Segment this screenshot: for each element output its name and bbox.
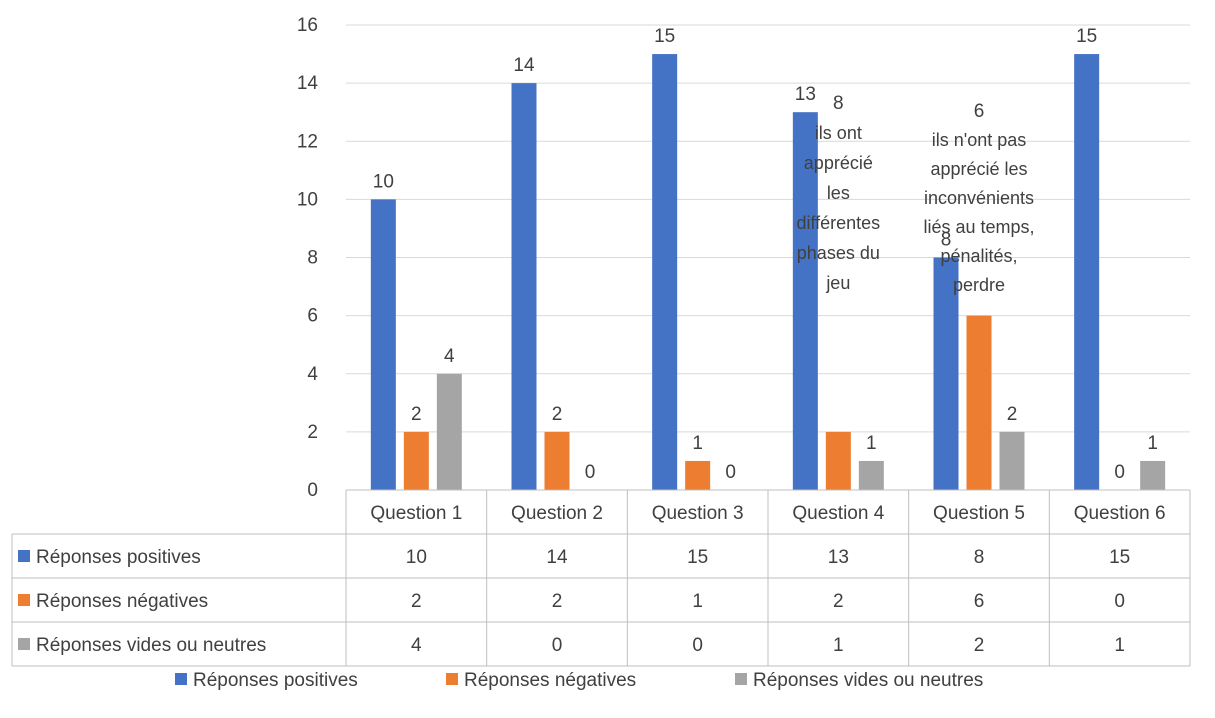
data-label: 0 (585, 462, 596, 483)
bar (933, 257, 959, 490)
table-cell: 2 (552, 591, 563, 612)
annotation-text: différentes (796, 213, 880, 233)
legend-label: Réponses positives (193, 670, 358, 691)
annotation-text: ils ont (815, 123, 862, 143)
table-cell: 0 (692, 635, 703, 656)
annotation-value: 6 (974, 101, 985, 122)
table-cell: 1 (1114, 635, 1125, 656)
table-cell: 10 (406, 547, 427, 568)
annotation-text: pénalités, (940, 246, 1017, 266)
table-cell: 2 (411, 591, 422, 612)
bar (825, 431, 851, 490)
bar (858, 460, 884, 490)
data-label: 15 (1076, 26, 1097, 47)
table-cell: 8 (974, 547, 985, 568)
table-cell: 15 (687, 547, 708, 568)
bar (1074, 54, 1100, 490)
y-tick-label: 4 (307, 364, 318, 385)
data-label: 15 (654, 26, 675, 47)
table-cell: 13 (828, 547, 849, 568)
bar (966, 315, 992, 490)
y-tick-label: 16 (297, 15, 318, 36)
table-cell: 2 (974, 635, 985, 656)
annotation-text: jeu (825, 273, 850, 293)
data-label: 14 (513, 55, 535, 76)
x-category-label: Question 1 (370, 503, 462, 524)
y-tick-label: 12 (297, 131, 318, 152)
annotation-text: liés au temps, (923, 217, 1034, 237)
y-tick-label: 2 (307, 422, 318, 443)
bar (436, 373, 462, 490)
data-label: 4 (444, 346, 455, 367)
legend-label: Réponses vides ou neutres (753, 670, 983, 691)
bar (370, 199, 396, 490)
data-label: 0 (1114, 462, 1125, 483)
bar (1140, 460, 1166, 490)
table-row-label: Réponses négatives (36, 591, 208, 612)
data-label: 10 (373, 171, 394, 192)
x-category-label: Question 3 (652, 503, 744, 524)
y-tick-label: 8 (307, 248, 318, 269)
bar (403, 431, 429, 490)
table-legend-key (18, 638, 30, 650)
annotation-text: apprécié les (930, 159, 1027, 179)
table-legend-key (18, 550, 30, 562)
x-category-label: Question 4 (792, 503, 884, 524)
table-cell: 1 (692, 591, 703, 612)
table-cell: 15 (1109, 547, 1130, 568)
legend-swatch (175, 673, 187, 685)
y-tick-label: 0 (307, 480, 318, 501)
annotation-text: les (827, 183, 850, 203)
legend-swatch (446, 673, 458, 685)
bar (792, 112, 818, 490)
annotation-text: phases du (797, 243, 880, 263)
x-category-label: Question 5 (933, 503, 1025, 524)
data-label: 2 (411, 404, 422, 425)
table-cell: 0 (1114, 591, 1125, 612)
data-label: 2 (552, 404, 563, 425)
bar (652, 54, 678, 490)
data-label: 1 (692, 433, 703, 454)
annotation-text: perdre (953, 275, 1005, 295)
annotation-text: apprécié (804, 153, 873, 173)
annotation-text: ils n'ont pas (932, 130, 1027, 150)
data-label: 1 (866, 433, 877, 454)
legend-swatch (735, 673, 747, 685)
bar (685, 460, 711, 490)
table-row-label: Réponses vides ou neutres (36, 635, 266, 656)
table-cell: 1 (833, 635, 844, 656)
x-category-label: Question 2 (511, 503, 603, 524)
annotation-value: 8 (833, 93, 844, 114)
y-tick-label: 6 (307, 306, 318, 327)
bar (544, 431, 570, 490)
data-label: 2 (1007, 404, 1018, 425)
y-tick-label: 10 (297, 189, 318, 210)
data-label: 13 (795, 84, 816, 105)
table-cell: 14 (546, 547, 568, 568)
x-category-label: Question 6 (1074, 503, 1166, 524)
table-cell: 2 (833, 591, 844, 612)
data-label: 8 (941, 230, 952, 251)
table-cell: 4 (411, 635, 422, 656)
data-label: 1 (1147, 433, 1158, 454)
table-cell: 6 (974, 591, 985, 612)
table-row-label: Réponses positives (36, 547, 201, 568)
table-cell: 0 (552, 635, 563, 656)
bar (999, 431, 1025, 490)
y-tick-label: 14 (297, 73, 319, 94)
data-label: 0 (725, 462, 736, 483)
legend-label: Réponses négatives (464, 670, 636, 691)
table-legend-key (18, 594, 30, 606)
bar (511, 83, 537, 490)
annotation-text: inconvénients (924, 188, 1034, 208)
